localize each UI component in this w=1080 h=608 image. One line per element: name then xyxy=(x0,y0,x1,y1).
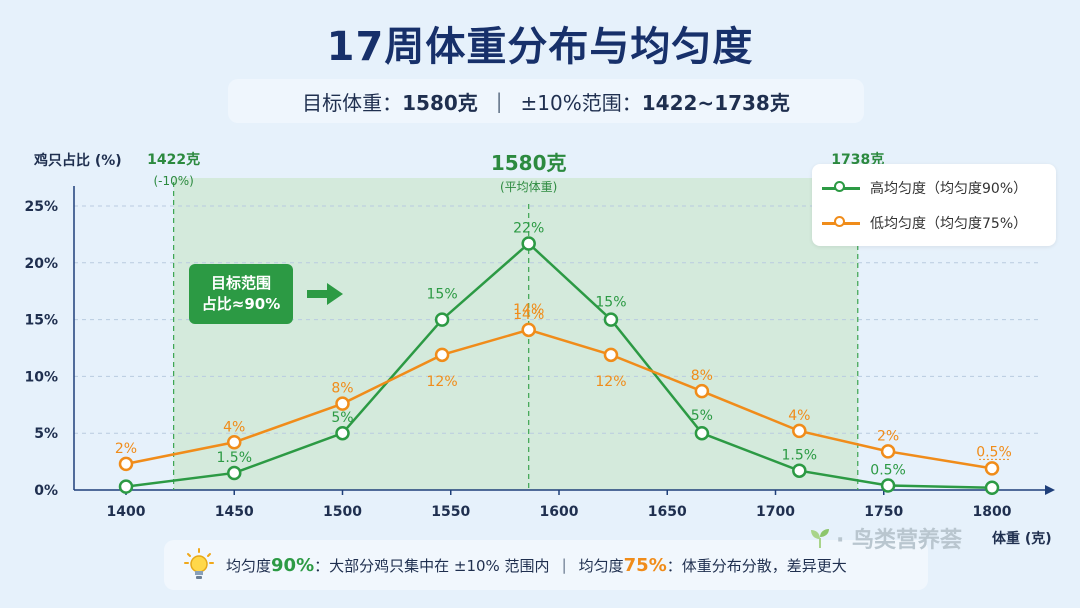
ref-value-lower: 1422克 xyxy=(147,151,200,168)
data-point xyxy=(227,435,242,450)
x-tick-label: 1400 xyxy=(107,504,146,520)
x-tick-label: 1800 xyxy=(973,504,1012,520)
data-label: 2% xyxy=(877,428,899,444)
ref-note-center: (平均体重) xyxy=(500,180,557,194)
legend-swatch-low xyxy=(822,215,860,227)
data-label: 4% xyxy=(788,408,810,424)
footer-part2: ：大部分鸡只集中在 ±10% 范围内 xyxy=(314,556,550,575)
x-tick-label: 1650 xyxy=(648,504,687,520)
lightbulb-icon xyxy=(184,548,214,579)
data-label: 2% xyxy=(115,441,137,457)
data-label: 8% xyxy=(331,381,353,397)
data-label: 14% xyxy=(513,307,544,323)
data-point xyxy=(521,236,536,251)
data-point xyxy=(603,312,619,327)
x-axis-arrow xyxy=(1045,485,1055,495)
data-label: 0.5% xyxy=(870,462,906,478)
x-tick-label: 1750 xyxy=(864,504,903,520)
badge-line2: 占比≈90% xyxy=(201,295,281,313)
data-point xyxy=(603,347,619,363)
x-tick-label: 1450 xyxy=(215,504,254,520)
data-point xyxy=(880,444,896,459)
data-point xyxy=(792,423,807,439)
x-tick-label: 1700 xyxy=(756,504,795,520)
data-label: 15% xyxy=(595,295,626,311)
data-point xyxy=(694,383,710,399)
legend-item-high: 高均匀度（均匀度90%） xyxy=(822,176,1027,200)
legend-label-low: 低均匀度（均匀度75%） xyxy=(870,216,1028,232)
footer-part1: 均匀度 xyxy=(226,556,272,575)
data-label: 8% xyxy=(691,368,713,384)
y-tick-label: 10% xyxy=(24,369,58,385)
range-label: ±10%范围： xyxy=(520,90,642,115)
footer-highlight-90: 90% xyxy=(271,554,315,576)
data-point xyxy=(434,347,450,363)
ref-value-center: 1580克 xyxy=(491,151,567,175)
series-line-0 xyxy=(125,241,993,489)
x-tick-label: 1550 xyxy=(431,504,470,520)
data-label: 12% xyxy=(595,374,626,390)
footer-part3: 均匀度 xyxy=(578,556,624,575)
data-point xyxy=(984,480,1000,495)
footer-part4: ：体重分布分散，差异更大 xyxy=(666,556,847,575)
target-weight-label: 目标体重： xyxy=(302,90,403,115)
ref-value-upper: 1738克 xyxy=(831,151,884,168)
data-label: 15% xyxy=(427,287,458,303)
data-label: 22% xyxy=(513,220,544,236)
x-tick-label: 1500 xyxy=(323,504,362,520)
data-point xyxy=(694,425,710,441)
footer-note: 均匀度 90% ：大部分鸡只集中在 ±10% 范围内 | 均匀度 75% ：体重… xyxy=(164,540,928,590)
footer-divider: | xyxy=(561,556,567,574)
data-point xyxy=(118,479,134,494)
y-axis-title: 鸡只占比 (%) xyxy=(34,153,122,169)
data-label-peak-extra: 14% xyxy=(513,302,544,318)
y-tick-label: 15% xyxy=(24,313,58,329)
data-point xyxy=(335,425,350,441)
subtitle-box: 目标体重： 1580克 | ±10%范围： 1422~1738克 xyxy=(228,79,864,123)
y-tick-label: 0% xyxy=(34,483,58,499)
data-point xyxy=(118,456,134,472)
chart-title: 17周体重分布与均匀度 xyxy=(326,24,754,70)
watermark-text: · 鸟类营养荟 xyxy=(836,528,963,553)
legend-item-low: 低均匀度（均匀度75%） xyxy=(822,211,1027,235)
data-point xyxy=(434,312,450,327)
ref-note-lower: (-10%) xyxy=(153,174,193,188)
data-point xyxy=(227,465,242,481)
target-weight-value: 1580克 xyxy=(402,90,478,115)
legend-label-high: 高均匀度（均匀度90%） xyxy=(870,181,1028,197)
y-tick-label: 5% xyxy=(34,426,58,442)
badge-line1: 目标范围 xyxy=(210,274,271,292)
data-point xyxy=(335,396,350,411)
data-label: 5% xyxy=(331,410,353,426)
footer-highlight-75: 75% xyxy=(623,554,667,576)
range-value: 1422~1738克 xyxy=(641,90,790,115)
data-label: 5% xyxy=(691,408,713,424)
data-label: 1.5% xyxy=(216,450,252,466)
legend: 高均匀度（均匀度90%） 低均匀度（均匀度75%） xyxy=(812,164,1056,246)
data-label: 4% xyxy=(223,419,245,435)
data-point xyxy=(521,322,536,338)
x-tick-label: 1600 xyxy=(540,504,579,520)
x-axis-title: 体重 (克) xyxy=(992,531,1052,547)
data-point xyxy=(792,463,807,478)
subtitle-separator: | xyxy=(495,89,503,113)
data-label: 12% xyxy=(427,374,458,390)
data-point xyxy=(880,478,896,493)
arrow-right-icon xyxy=(307,283,343,305)
y-tick-label: 25% xyxy=(24,199,58,215)
leaf-icon xyxy=(811,529,829,548)
data-label: 0.5% xyxy=(976,444,1012,460)
target-range-badge: 目标范围 占比≈90% xyxy=(189,264,293,324)
legend-swatch-high xyxy=(822,180,860,192)
y-tick-label: 20% xyxy=(24,256,58,272)
series-line-1 xyxy=(125,328,993,470)
data-point xyxy=(984,461,1000,476)
watermark: · 鸟类营养荟 xyxy=(808,522,962,554)
data-label: 1.5% xyxy=(782,448,818,464)
